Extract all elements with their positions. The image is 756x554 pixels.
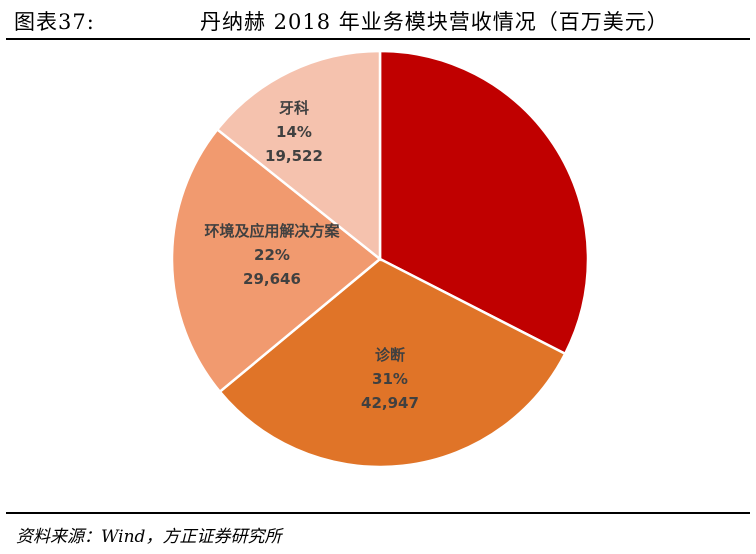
- pie-slice: [215, 49, 382, 262]
- pie-slice: [218, 257, 567, 469]
- slice-label: 生命科学 33% 44,415: [440, 186, 500, 252]
- slice-value: 44,415: [441, 234, 499, 252]
- slice-value: 42,947: [361, 394, 419, 412]
- pie-chart: 生命科学 33% 44,415 诊断 31% 42,947 环境及应用解决方案 22% 29,6…: [170, 49, 590, 469]
- source-note: 资料来源：Wind，方正证券研究所: [16, 527, 282, 547]
- slice-label: 环境及应用解决方案 22% 29,646: [204, 222, 340, 288]
- figure-label: 图表37:: [14, 10, 95, 34]
- slice-percent: 33%: [452, 210, 488, 228]
- slice-percent: 31%: [372, 370, 408, 388]
- slice-percent: 14%: [276, 123, 312, 141]
- slice-percent: 22%: [254, 246, 290, 264]
- slice-label: 牙科 14% 19,522: [265, 99, 323, 165]
- figure-header: 图表37: 丹纳赫 2018 年业务模块营收情况（百万美元）: [0, 0, 756, 42]
- slice-name: 牙科: [279, 99, 309, 117]
- pie-slice: [378, 49, 590, 356]
- slice-name: 诊断: [375, 346, 405, 364]
- pie-labels: 生命科学 33% 44,415 诊断 31% 42,947 环境及应用解决方案 22% 29,6…: [204, 99, 500, 412]
- slice-value: 19,522: [265, 147, 323, 165]
- chart-title: 丹纳赫 2018 年业务模块营收情况（百万美元）: [200, 10, 669, 34]
- top-rule: [6, 38, 750, 40]
- pie-slices: [170, 49, 590, 469]
- slice-name: 环境及应用解决方案: [204, 222, 340, 240]
- bottom-rule: [6, 512, 750, 514]
- pie-slice: [170, 127, 382, 394]
- slice-label: 诊断 31% 42,947: [361, 346, 419, 412]
- slice-value: 29,646: [243, 270, 301, 288]
- slice-name: 生命科学: [440, 186, 500, 204]
